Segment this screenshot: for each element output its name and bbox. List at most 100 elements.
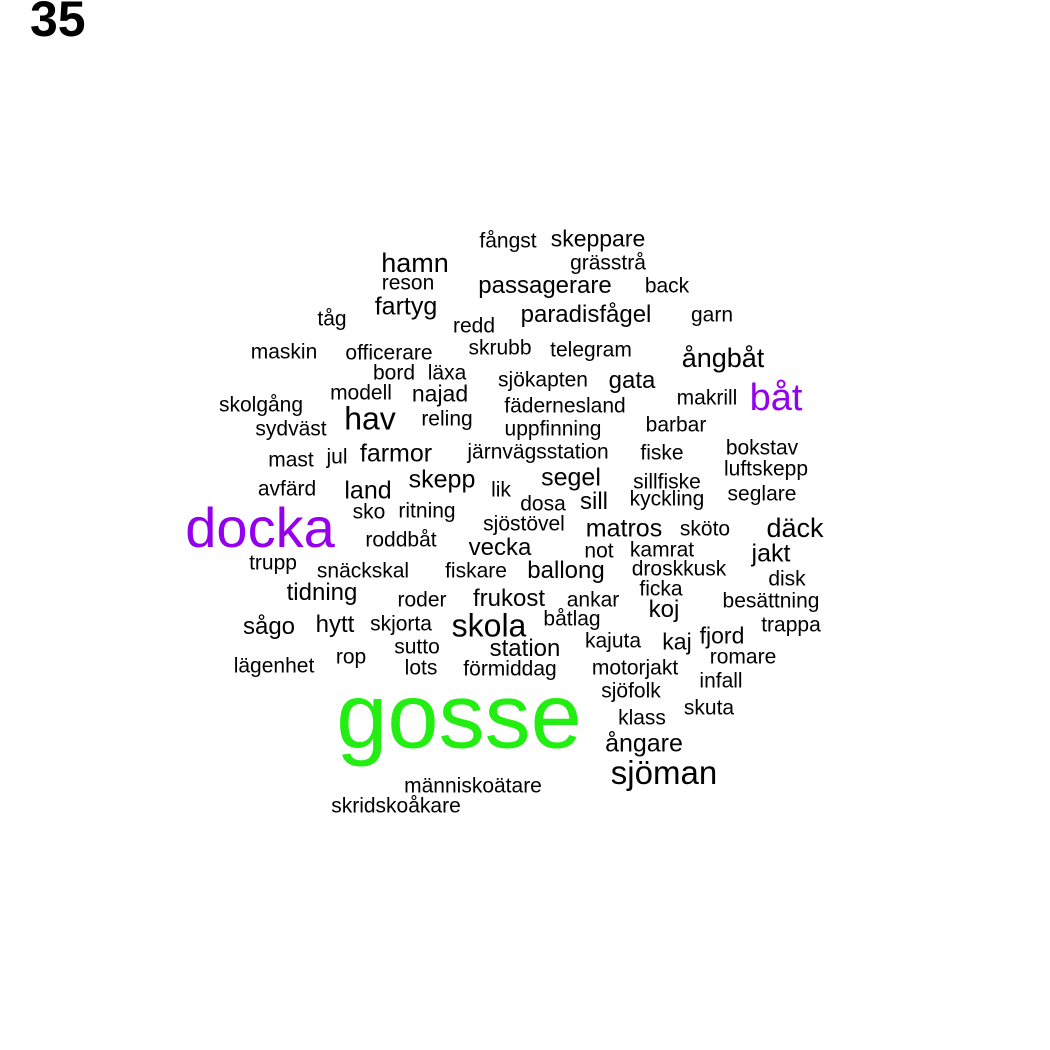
word-cloud-word: trupp	[249, 551, 297, 575]
word-cloud-word: skepp	[408, 465, 476, 494]
word-cloud-word: makrill	[676, 386, 738, 410]
word-cloud-word: ficka	[639, 577, 683, 601]
word-cloud-word: sillfiske	[633, 470, 701, 494]
word-cloud-word: station	[489, 634, 561, 662]
word-cloud-word: grässtrå	[570, 251, 646, 275]
word-cloud-word: passagerare	[478, 271, 612, 299]
page-number: 35	[30, 0, 86, 47]
word-cloud-word: roddbåt	[365, 528, 437, 552]
word-cloud-word: jakt	[751, 539, 791, 568]
word-cloud-word: fädernesland	[504, 394, 626, 418]
word-cloud-word: najad	[411, 380, 469, 407]
word-cloud-word: luftskepp	[723, 457, 809, 481]
word-cloud-word: fartyg	[374, 292, 438, 321]
word-cloud-word: bord	[372, 361, 416, 385]
word-cloud-word: officerare	[345, 341, 433, 365]
word-cloud-word: infall	[699, 669, 743, 693]
word-cloud-word: telegram	[550, 338, 632, 362]
word-cloud-word: snäckskal	[316, 559, 410, 583]
word-cloud-word: barbar	[645, 413, 707, 437]
word-cloud-word: ångare	[605, 729, 683, 758]
word-cloud-word: matros	[585, 514, 663, 543]
word-cloud-word: not	[584, 539, 614, 563]
word-cloud-word: docka	[185, 496, 335, 560]
word-cloud-word: skolgång	[218, 393, 304, 417]
word-cloud-word: segel	[541, 463, 601, 492]
word-cloud-word: garn	[690, 303, 734, 327]
word-cloud-word: maskin	[250, 340, 318, 364]
word-cloud-word: sjöstövel	[483, 512, 565, 536]
word-cloud-word: kamrat	[629, 538, 695, 562]
word-cloud-word: människoätare	[404, 774, 542, 798]
word-cloud-word: skridskoåkare	[331, 794, 461, 818]
word-cloud-word: båtlag	[543, 607, 601, 631]
word-cloud-word: lik	[491, 478, 511, 502]
word-cloud-word: järnvägsstation	[467, 440, 609, 464]
word-cloud-word: sydväst	[255, 417, 327, 441]
word-cloud-word: lots	[404, 656, 438, 680]
word-cloud-word: skola	[451, 607, 527, 644]
word-cloud-word: droskkusk	[631, 557, 727, 581]
word-cloud-word: fiske	[640, 441, 684, 465]
word-cloud-word: hamn	[381, 248, 449, 279]
word-cloud-word: gata	[608, 366, 656, 394]
word-cloud-word: reling	[421, 407, 473, 431]
word-cloud-word: ångbåt	[681, 343, 765, 374]
word-cloud-word: gosse	[336, 665, 582, 768]
word-cloud-word: hytt	[315, 610, 355, 638]
word-cloud-word: tåg	[317, 307, 347, 331]
word-cloud-word: uppfinning	[504, 417, 602, 441]
word-cloud-word: back	[644, 274, 690, 298]
word-cloud-word: skrubb	[468, 336, 532, 360]
word-cloud-word: fjord	[699, 622, 745, 649]
word-cloud-word: farmor	[359, 439, 433, 468]
word-cloud-word: kaj	[662, 628, 692, 655]
word-cloud-word: kyckling	[629, 487, 705, 511]
word-cloud-word: paradisfågel	[520, 300, 652, 328]
word-cloud-word: sko	[352, 500, 386, 524]
word-cloud-word: sjöfolk	[601, 679, 661, 703]
word-cloud-word: ankar	[566, 588, 620, 612]
word-cloud-word: trappa	[761, 613, 821, 637]
word-cloud-word: skuta	[683, 696, 735, 720]
word-cloud-word: avfärd	[257, 477, 317, 501]
word-cloud-word: skeppare	[550, 225, 646, 252]
word-cloud-word: frukost	[472, 584, 546, 612]
word-cloud-word: däck	[766, 513, 824, 544]
word-cloud-word: modell	[330, 381, 392, 405]
word-cloud-word: båt	[749, 377, 803, 420]
word-cloud-word: vecka	[468, 533, 532, 561]
word-cloud-word: mast	[268, 448, 314, 472]
word-cloud-word: sköto	[679, 517, 731, 541]
word-cloud-word: motorjakt	[591, 656, 679, 680]
word-cloud-word: fiskare	[445, 559, 507, 583]
word-cloud-word: besättning	[722, 589, 820, 613]
word-cloud-word: ritning	[398, 499, 456, 523]
word-cloud-word: förmiddag	[463, 657, 557, 681]
word-cloud-word: reson	[381, 271, 435, 295]
word-cloud-word: sutto	[394, 635, 440, 659]
word-cloud-word: roder	[397, 588, 447, 612]
word-cloud-word: land	[344, 476, 392, 505]
word-cloud-word: sill	[580, 487, 608, 515]
word-cloud-word: sjöman	[610, 753, 718, 791]
word-cloud-word: koj	[648, 595, 680, 623]
word-cloud-word: dosa	[520, 492, 566, 516]
word-cloud-word: sågo	[242, 612, 296, 640]
word-cloud-word: lägenhet	[233, 654, 315, 678]
word-cloud-word: rop	[335, 645, 367, 669]
word-cloud-word: tidning	[286, 578, 358, 606]
word-cloud-word: redd	[452, 314, 496, 338]
word-cloud-word: fångst	[479, 229, 537, 253]
word-cloud-word: skjorta	[370, 612, 432, 636]
word-cloud-word: sjökapten	[498, 368, 588, 392]
word-cloud-word: disk	[768, 567, 806, 591]
word-cloud-word: seglare	[727, 482, 797, 506]
word-cloud-word: ballong	[527, 556, 605, 584]
word-cloud-word: jul	[326, 445, 348, 469]
word-cloud-word: romare	[709, 645, 777, 669]
word-cloud-word: klass	[618, 706, 666, 730]
word-cloud-word: kajuta	[584, 629, 642, 653]
word-cloud-word: bokstav	[725, 436, 799, 460]
